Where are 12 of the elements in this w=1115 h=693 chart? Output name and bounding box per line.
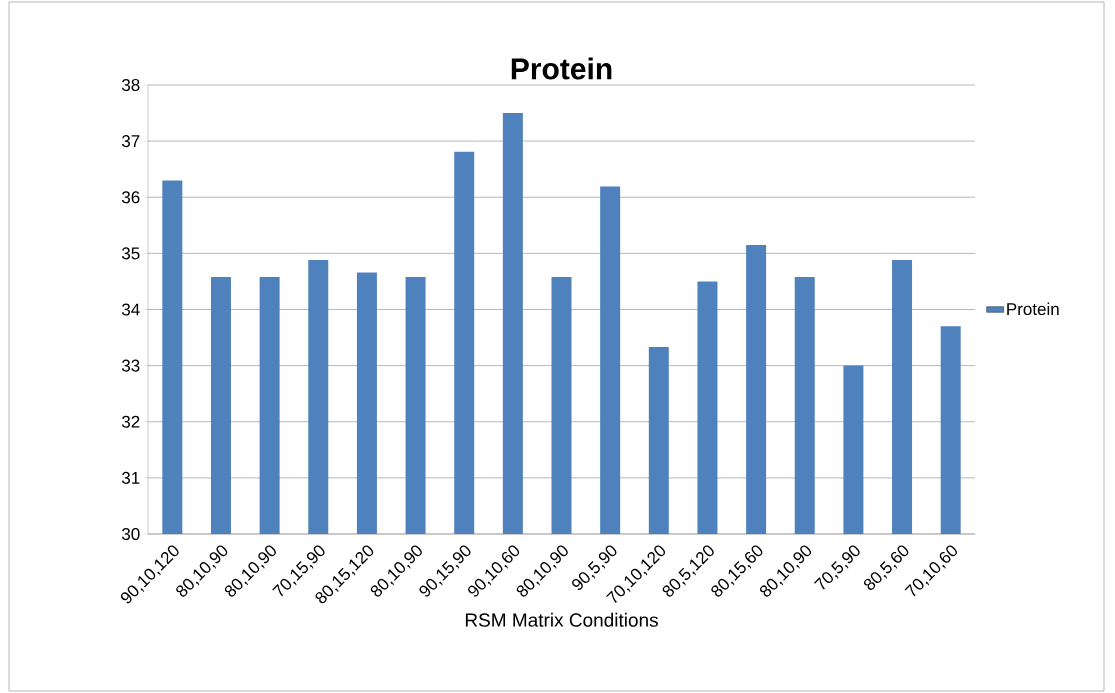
y-tick-label: 38: [121, 78, 140, 92]
y-tick-label: 33: [121, 359, 140, 372]
y-tick-label: 32: [121, 415, 140, 428]
x-axis-title: RSM Matrix Conditions: [465, 612, 658, 627]
legend-label: Protein: [1007, 302, 1059, 316]
y-tick-label: 30: [121, 527, 140, 541]
chart-title: Protein: [511, 57, 612, 80]
y-tick-label: 34: [121, 303, 140, 316]
y-tick-label: 36: [121, 191, 140, 204]
y-tick-label: 31: [121, 471, 140, 484]
y-tick-label: 37: [121, 135, 140, 148]
y-tick-label: 35: [121, 247, 140, 260]
